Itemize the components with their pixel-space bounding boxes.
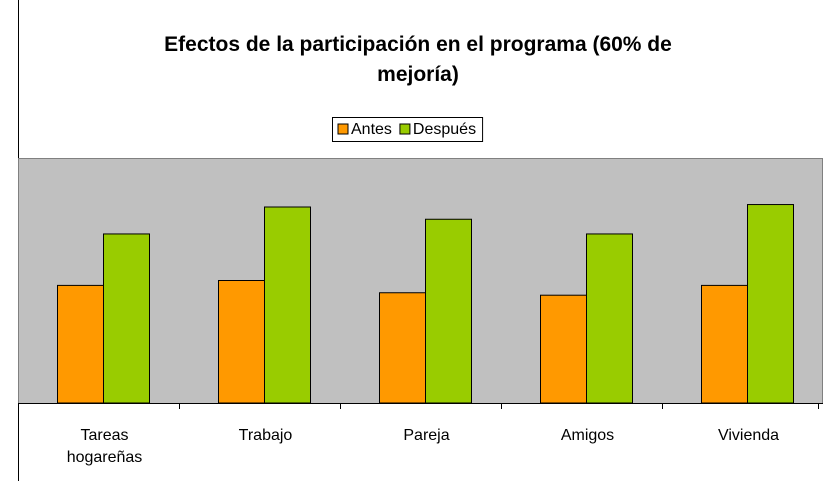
legend-label: Antes — [351, 121, 392, 138]
x-tick-label: Vivienda — [718, 427, 779, 444]
bar — [425, 218, 472, 404]
x-tick-label: Tareas hogareñas — [67, 427, 143, 466]
bar — [218, 280, 265, 404]
bar — [747, 204, 794, 404]
bar — [57, 284, 104, 404]
legend-label: Después — [413, 121, 476, 138]
legend-swatch — [337, 123, 349, 135]
bar — [379, 292, 426, 404]
x-tick-label: Pareja — [403, 427, 449, 444]
bar — [264, 206, 311, 404]
x-tick-label: Amigos — [561, 427, 614, 444]
bar — [586, 233, 633, 404]
bar — [540, 294, 587, 404]
bar — [103, 233, 150, 404]
chart-title: Efectos de la participación en el progra… — [164, 33, 672, 86]
bar — [701, 284, 748, 404]
legend-swatch — [399, 123, 411, 135]
x-tick-label: Trabajo — [239, 427, 293, 444]
